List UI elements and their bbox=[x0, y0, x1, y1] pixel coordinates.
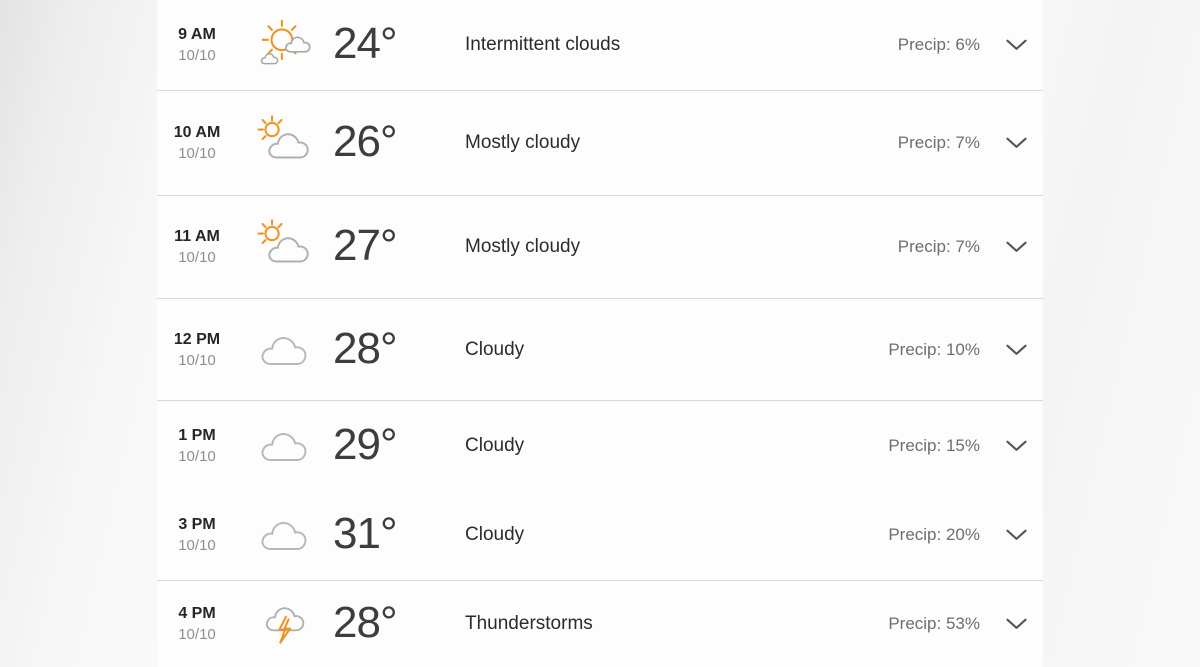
condition-text: Cloudy bbox=[465, 338, 525, 360]
forecast-row[interactable]: 1 PM 10/10 29° Cloudy Precip: 15% bbox=[157, 400, 1043, 490]
temperature: 28° bbox=[333, 323, 398, 373]
temperature: 31° bbox=[333, 509, 398, 558]
precip-label: Precip: 20% bbox=[888, 525, 980, 544]
forecast-row[interactable]: 11 AM 10/10 27° Mostly cloudy Precip: 7% bbox=[157, 195, 1043, 298]
forecast-row[interactable]: 9 AM 10/10 24° Intermittent clouds Preci… bbox=[157, 0, 1043, 90]
mostly-cloudy-icon bbox=[256, 114, 314, 172]
condition-text: Thunderstorms bbox=[465, 613, 593, 634]
condition-text: Mostly cloudy bbox=[465, 236, 581, 257]
icon-cell bbox=[237, 417, 333, 475]
hour-label: 10 AM bbox=[173, 124, 221, 141]
time-cell: 4 PM 10/10 bbox=[157, 603, 237, 645]
date-label: 10/10 bbox=[178, 447, 216, 465]
precip-label: Precip: 53% bbox=[888, 614, 980, 633]
hour-label: 12 PM bbox=[173, 330, 221, 348]
time-cell: 11 AM 10/10 bbox=[157, 226, 237, 268]
expand-row-button[interactable] bbox=[1006, 137, 1027, 149]
mostly-cloudy-icon bbox=[256, 218, 314, 276]
condition-text: Cloudy bbox=[465, 524, 525, 545]
expand-row-button[interactable] bbox=[1006, 440, 1027, 452]
forecast-row[interactable]: 3 PM 10/10 31° Cloudy Precip: 20% bbox=[157, 490, 1043, 580]
time-cell: 12 PM 10/10 bbox=[157, 329, 237, 371]
cloudy-icon bbox=[256, 321, 314, 379]
chevron-down-icon[interactable] bbox=[1006, 344, 1027, 356]
precip-label: Precip: 7% bbox=[897, 133, 980, 152]
precip-label: Precip: 15% bbox=[888, 435, 980, 455]
condition-text: Cloudy bbox=[465, 434, 525, 456]
icon-cell bbox=[237, 16, 333, 74]
hour-label: 11 AM bbox=[174, 228, 220, 245]
chevron-down-icon[interactable] bbox=[1006, 137, 1027, 149]
temperature: 24° bbox=[333, 19, 398, 68]
cloudy-icon bbox=[256, 417, 314, 475]
hour-label: 1 PM bbox=[178, 426, 216, 444]
precip-label: Precip: 7% bbox=[897, 237, 980, 256]
time-cell: 1 PM 10/10 bbox=[157, 425, 237, 467]
icon-cell bbox=[237, 595, 333, 653]
icon-cell bbox=[237, 218, 333, 276]
date-label: 10/10 bbox=[178, 537, 216, 554]
date-label: 10/10 bbox=[178, 351, 216, 369]
date-label: 10/10 bbox=[178, 626, 216, 643]
chevron-down-icon[interactable] bbox=[1006, 529, 1027, 541]
temperature: 28° bbox=[333, 598, 398, 647]
chevron-down-icon[interactable] bbox=[1006, 618, 1027, 630]
time-cell: 10 AM 10/10 bbox=[157, 122, 237, 164]
temperature: 27° bbox=[333, 221, 398, 270]
hour-label: 9 AM bbox=[178, 26, 216, 43]
precip-label: Precip: 10% bbox=[888, 339, 980, 359]
icon-cell bbox=[237, 114, 333, 172]
date-label: 10/10 bbox=[178, 145, 216, 162]
chevron-down-icon[interactable] bbox=[1006, 241, 1027, 253]
cloudy-icon bbox=[256, 506, 314, 564]
expand-row-button[interactable] bbox=[1006, 344, 1027, 356]
time-cell: 3 PM 10/10 bbox=[157, 514, 237, 556]
icon-cell bbox=[237, 321, 333, 379]
icon-cell bbox=[237, 506, 333, 564]
expand-row-button[interactable] bbox=[1006, 618, 1027, 630]
hour-label: 4 PM bbox=[178, 605, 216, 622]
date-label: 10/10 bbox=[178, 249, 216, 266]
chevron-down-icon[interactable] bbox=[1006, 39, 1027, 51]
temperature: 29° bbox=[333, 419, 398, 469]
condition-text: Intermittent clouds bbox=[465, 34, 621, 55]
thunderstorms-icon bbox=[256, 595, 314, 653]
precip-label: Precip: 6% bbox=[897, 35, 980, 54]
intermittent-clouds-icon bbox=[256, 16, 314, 74]
forecast-row[interactable]: 10 AM 10/10 26° Mostly cloudy Precip: 7% bbox=[157, 90, 1043, 195]
temperature: 26° bbox=[333, 117, 398, 166]
expand-row-button[interactable] bbox=[1006, 39, 1027, 51]
expand-row-button[interactable] bbox=[1006, 241, 1027, 253]
forecast-row[interactable]: 12 PM 10/10 28° Cloudy Precip: 10% bbox=[157, 298, 1043, 400]
forecast-row[interactable]: 4 PM 10/10 28° Thunderstorms Precip: 53% bbox=[157, 580, 1043, 667]
expand-row-button[interactable] bbox=[1006, 529, 1027, 541]
time-cell: 9 AM 10/10 bbox=[157, 24, 237, 66]
date-label: 10/10 bbox=[178, 47, 216, 64]
hourly-forecast-list: 9 AM 10/10 24° Intermittent clouds Preci… bbox=[157, 0, 1043, 667]
condition-text: Mostly cloudy bbox=[465, 132, 581, 153]
hour-label: 3 PM bbox=[178, 516, 216, 533]
chevron-down-icon[interactable] bbox=[1006, 440, 1027, 452]
